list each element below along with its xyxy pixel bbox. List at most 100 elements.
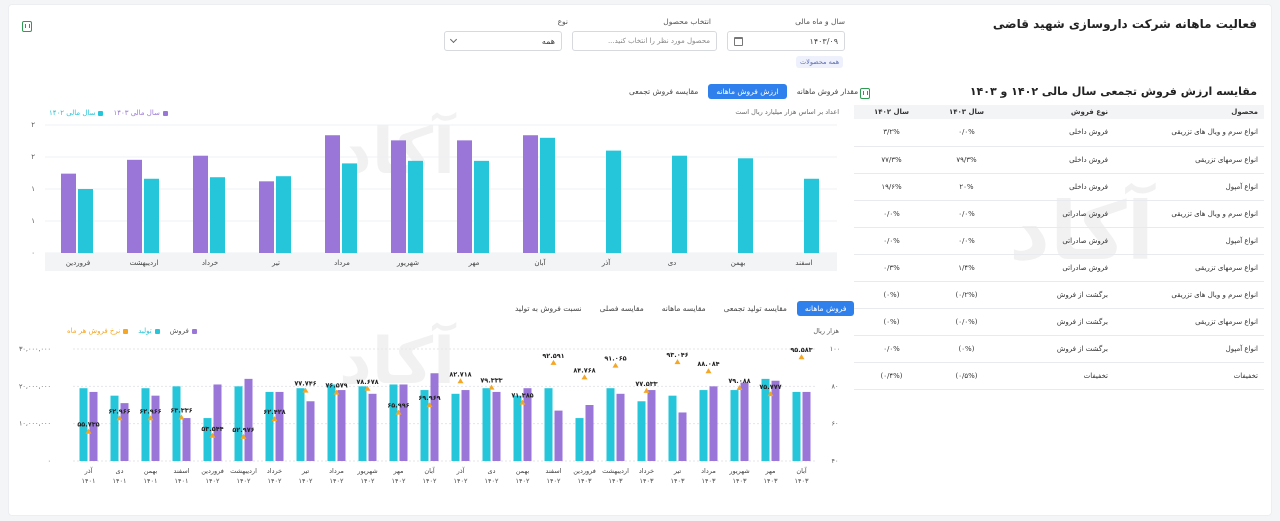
tab-monthly-compare[interactable]: مقایسه ماهانه <box>661 304 706 313</box>
table-row: تخفیفات تخفیفات (۰/۵%) (۰/۴%) <box>854 362 1264 390</box>
cell-sale-type: فروش داخلی <box>1004 173 1114 201</box>
cell-1402: ۷۷/۳% <box>854 146 929 174</box>
legend-1402-swatch <box>98 110 104 116</box>
bar-1402 <box>144 178 159 253</box>
legend-sales-swatch <box>191 328 197 334</box>
bar-sales <box>554 410 563 461</box>
type-select[interactable]: همه <box>444 31 562 51</box>
y-left-tick-label: ۳۰,۰۰۰,۰۰۰ <box>19 345 51 353</box>
top-chart-tabs: مقدار فروش ماهانه ارزش فروش ماهانه مقایس… <box>621 84 866 99</box>
y-tick-label: ۱ <box>31 185 35 193</box>
rate-data-label: ۹۳.۰۴۶ <box>666 351 688 359</box>
tab-cumulative-production[interactable]: مقایسه تولید تجمعی <box>723 304 787 313</box>
legend-sales[interactable]: فروش <box>170 327 197 335</box>
y-tick-label: ۲ <box>31 121 35 129</box>
tab-monthly-sales[interactable]: فروش ماهانه <box>796 301 855 316</box>
bar-production <box>668 395 677 461</box>
cell-1403: ۰/۰% <box>929 119 1004 147</box>
bar-production <box>327 384 336 461</box>
cell-product: انواع آمپول <box>1114 173 1264 201</box>
bar-sales <box>89 391 98 461</box>
x-tick-label-year: ۱۴۰۲ <box>392 477 406 485</box>
bar-1402 <box>606 150 621 253</box>
y-right-tick-label: ۱۰۰ <box>830 345 840 353</box>
x-tick-label: مرداد <box>334 259 350 267</box>
cell-1403: ۰/۰% <box>929 227 1004 255</box>
cell-1402: ۰/۳% <box>854 254 929 282</box>
rate-marker <box>705 368 712 374</box>
rate-data-label: ۹۵.۵۸۳ <box>790 346 812 354</box>
bottom-chart-legend: فروش تولید نرخ فروش هر ماه <box>67 327 197 335</box>
type-label: نوع <box>557 17 568 26</box>
rate-marker <box>643 387 650 393</box>
table-excel-icon[interactable] <box>860 88 870 99</box>
x-tick-label-month: فروردین <box>201 467 224 475</box>
rate-data-label: ۷۶.۵۷۹ <box>325 382 347 390</box>
rate-marker <box>240 433 247 439</box>
product-select[interactable]: محصول مورد نظر را انتخاب کنید... <box>572 31 717 51</box>
table-row: انواع سرمهای تزریقی فروش داخلی ۷۹/۳% ۷۷/۳% <box>854 146 1264 174</box>
bar-production <box>792 391 801 461</box>
y-tick-label: ۲ <box>31 153 35 161</box>
x-tick-label-month: آذر <box>456 466 466 475</box>
chevron-down-icon <box>449 35 458 44</box>
rate-marker <box>488 384 495 390</box>
all-products-chip[interactable]: همه محصولات <box>796 56 844 68</box>
table-title: مقایسه ارزش فروش تجمعی سال مالی ۱۴۰۲ و ۱… <box>969 85 1257 98</box>
bar-1403 <box>325 135 340 253</box>
table-row: انواع سرم و ویال های تزریقی فروش صادراتی ۰… <box>854 200 1264 228</box>
x-tick-label-year: ۱۴۰۲ <box>547 477 561 485</box>
x-tick-label: خرداد <box>202 259 218 267</box>
rate-data-label: ۵۵.۷۳۵ <box>77 421 99 429</box>
rate-data-label: ۶۵.۹۹۶ <box>387 402 409 410</box>
cell-product: انواع سرمهای تزریقی <box>1114 146 1264 174</box>
legend-1403[interactable]: سال مالی ۱۴۰۳ <box>113 109 168 117</box>
x-tick-label-year: ۱۴۰۲ <box>330 477 344 485</box>
x-tick-label: اردیبهشت <box>130 259 159 267</box>
rate-marker <box>147 415 154 421</box>
rate-marker <box>364 385 371 391</box>
rate-data-label: ۵۳.۵۴۴ <box>201 425 223 433</box>
tab-cumulative-compare[interactable]: مقایسه فروش تجمعی <box>629 87 699 96</box>
cell-product: انواع سرمهای تزریقی <box>1114 308 1264 336</box>
legend-1402[interactable]: سال مالی ۱۴۰۲ <box>49 109 104 117</box>
bar-1402 <box>540 137 555 253</box>
x-tick-label-month: خرداد <box>267 467 282 475</box>
x-tick-label-month: بهمن <box>144 467 158 475</box>
period-field[interactable]: ۱۴۰۳/۰۹ <box>727 31 845 51</box>
rate-data-label: ۷۱.۳۸۵ <box>511 392 533 400</box>
bar-1403 <box>127 159 142 253</box>
x-tick-label-year: ۱۴۰۱ <box>144 477 158 485</box>
excel-export-icon[interactable] <box>22 21 32 32</box>
tab-seasonal-compare[interactable]: مقایسه فصلی <box>599 304 644 313</box>
legend-rate[interactable]: نرخ فروش هر ماه <box>67 327 129 335</box>
rate-data-label: ۶۲.۹۶۶ <box>108 407 130 415</box>
x-tick-label-month: مهر <box>392 467 403 475</box>
table-row: انواع آمپول فروش صادراتی ۰/۰% ۰/۰% <box>854 227 1264 255</box>
x-tick-label-month: دی <box>116 467 124 475</box>
rate-data-label: ۷۸.۶۷۸ <box>356 378 378 386</box>
cell-1402: ۱۹/۶% <box>854 173 929 201</box>
cell-1402: ۰/۰% <box>854 227 929 255</box>
bar-production <box>637 401 646 461</box>
cell-1403: (۰/۲%) <box>929 281 1004 309</box>
tab-monthly-quantity[interactable]: مقدار فروش ماهانه <box>796 87 859 96</box>
cell-1403: ۲۰% <box>929 173 1004 201</box>
bar-sales <box>244 378 253 461</box>
legend-rate-swatch <box>123 328 129 334</box>
x-tick-label-year: ۱۴۰۳ <box>578 477 592 485</box>
bar-1403 <box>259 181 274 253</box>
legend-production[interactable]: تولید <box>138 327 160 335</box>
bar-sales <box>461 390 470 461</box>
bar-sales <box>182 418 191 461</box>
tab-monthly-value[interactable]: ارزش فروش ماهانه <box>708 84 787 99</box>
x-tick-label-month: فروردین <box>573 467 596 475</box>
bar-sales <box>368 393 377 461</box>
bar-production <box>172 386 181 461</box>
cell-product: انواع آمپول <box>1114 227 1264 255</box>
table-row: انواع سرم و ویال های تزریقی فروش داخلی ۰/۰… <box>854 119 1264 147</box>
bar-production <box>513 395 522 461</box>
x-tick-label-year: ۱۴۰۳ <box>795 477 809 485</box>
tab-sales-production-ratio[interactable]: نسبت فروش به تولید <box>515 304 582 313</box>
bar-production <box>606 388 615 461</box>
